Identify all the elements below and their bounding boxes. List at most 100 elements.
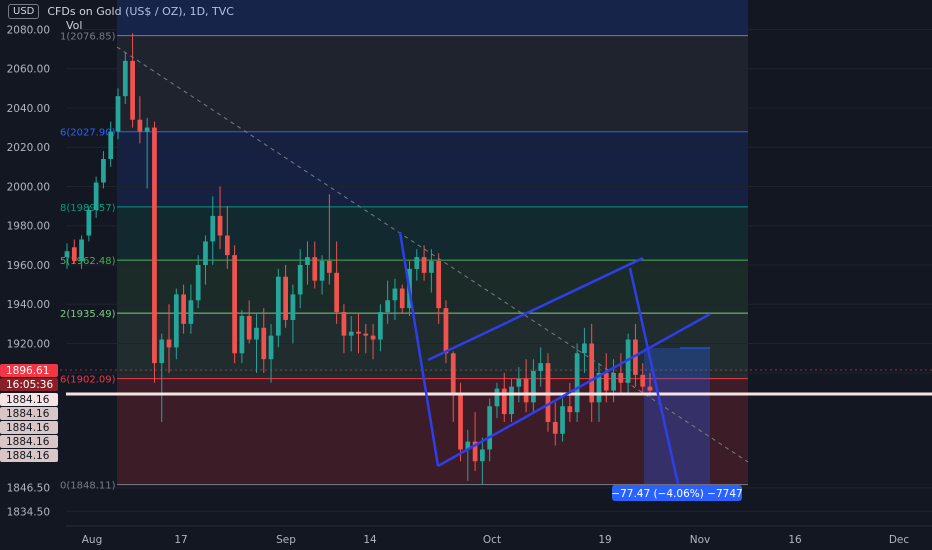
price-tick-label: 2040.00: [7, 103, 50, 115]
trend-line-down: [398, 231, 440, 467]
price-tick-label: 1980.00: [7, 221, 50, 233]
candle-body: [312, 257, 318, 281]
volume-label[interactable]: Vol: [66, 19, 83, 32]
time-tick-label: 17: [174, 534, 187, 546]
candle-body: [443, 308, 449, 354]
candle-body: [472, 441, 478, 462]
candle-body: [115, 96, 121, 132]
fib-level-label: 2(1935.49): [60, 309, 116, 320]
candle-body: [596, 372, 602, 403]
level-tag-text: 1884.16: [6, 436, 50, 448]
level-tag-text: 1884.16: [6, 450, 50, 462]
candle-body: [122, 60, 128, 97]
candle-body: [275, 276, 281, 336]
candle-body: [414, 257, 420, 269]
fib-level-label: 6(1902.09): [60, 375, 116, 386]
candle-body: [261, 327, 267, 360]
level-tag: [0, 407, 58, 420]
chart-grid: [66, 28, 932, 512]
price-tick-label: 1960.00: [7, 260, 50, 272]
candle-body: [93, 182, 99, 211]
candle-body: [436, 261, 442, 309]
candle-body: [319, 261, 325, 281]
candle-body: [603, 372, 609, 391]
fib-zone: [117, 131, 748, 207]
candle-body: [589, 343, 595, 403]
channel-upper-line: [427, 256, 644, 362]
symbol-title[interactable]: CFDs on Gold (US$ / OZ), 1D, TVC: [47, 5, 234, 18]
fib-level-label: 5(1962.48): [60, 256, 116, 267]
level-tag: [0, 421, 58, 434]
candle-body: [101, 158, 106, 183]
currency-badge[interactable]: USD: [8, 4, 40, 19]
candle-body: [509, 386, 514, 415]
countdown-tag: [0, 378, 58, 391]
level-tag: [0, 393, 58, 406]
candle-body: [450, 353, 456, 393]
level-tag: [0, 435, 58, 448]
chart-axes: 2080.00 2060.00 2040.00 2020.00 2000.00 1980.…: [0, 24, 932, 546]
candle-body: [552, 421, 558, 434]
candle-body: [224, 235, 230, 256]
candle-body: [305, 257, 310, 265]
candle-body: [647, 386, 653, 391]
candle-body: [297, 264, 303, 295]
candle-body: [421, 257, 427, 273]
candle-body: [144, 127, 150, 132]
time-tick-label: 16: [788, 534, 802, 546]
projection-box: [644, 348, 710, 484]
projection-label-box: [612, 485, 742, 501]
candle-body: [501, 388, 507, 415]
countdown-text: 16:05:36: [6, 379, 53, 391]
candle-body: [341, 312, 347, 336]
candle-body: [356, 331, 361, 334]
candle-body: [254, 327, 259, 340]
price-tick-label: 2080.00: [7, 24, 50, 36]
candle-body: [582, 343, 587, 354]
chart-header: USD CFDs on Gold (US$ / OZ), 1D, TVC: [8, 4, 234, 19]
time-tick-label: Sep: [276, 534, 296, 546]
candle-body: [210, 215, 216, 242]
candle-body: [516, 378, 522, 387]
candle-body: [633, 339, 638, 375]
time-tick-label: 14: [363, 534, 377, 546]
candle-body: [538, 363, 544, 371]
fib-level-label: 8(1989.57): [60, 203, 116, 214]
candle-body: [203, 241, 208, 265]
level-tag-text: 1884.16: [6, 422, 50, 434]
candle-body: [166, 339, 172, 348]
candle-body: [348, 331, 354, 336]
candle-body: [560, 406, 565, 434]
channel-lower-line: [437, 312, 711, 468]
candle-body: [268, 335, 274, 360]
candle-body: [487, 406, 493, 450]
candle-body: [79, 239, 84, 262]
candle-body: [399, 288, 405, 309]
candle-body: [640, 374, 646, 387]
candle-body: [334, 272, 340, 313]
time-tick-label: Dec: [889, 534, 910, 546]
candle-body: [217, 215, 223, 236]
trend-drawings: [0, 46, 932, 485]
candle-body: [64, 251, 70, 258]
candle-body: [574, 353, 580, 413]
candle-body: [611, 372, 616, 391]
fib-zone: [117, 35, 748, 132]
projection-label: −77.47 (−4.06%) −7747: [611, 488, 742, 500]
candle-body: [181, 294, 186, 324]
time-tick-label: Aug: [82, 534, 103, 546]
price-tick-label: 1940.00: [7, 299, 50, 311]
fib-level-label: 1(2076.85): [60, 32, 116, 43]
candle-body: [326, 261, 332, 273]
fib-level-label: 6(2027.90): [60, 128, 116, 139]
candle-body: [392, 288, 398, 301]
candle-body: [290, 294, 296, 320]
candle-body: [232, 255, 237, 354]
candle-body: [239, 315, 245, 354]
level-tag-text: 1884.16: [6, 408, 50, 420]
price-tick-label: 2020.00: [7, 142, 50, 154]
price-tick-label: 1920.00: [7, 338, 50, 350]
candle-body: [458, 392, 463, 450]
price-tick-label: 2060.00: [7, 64, 50, 76]
